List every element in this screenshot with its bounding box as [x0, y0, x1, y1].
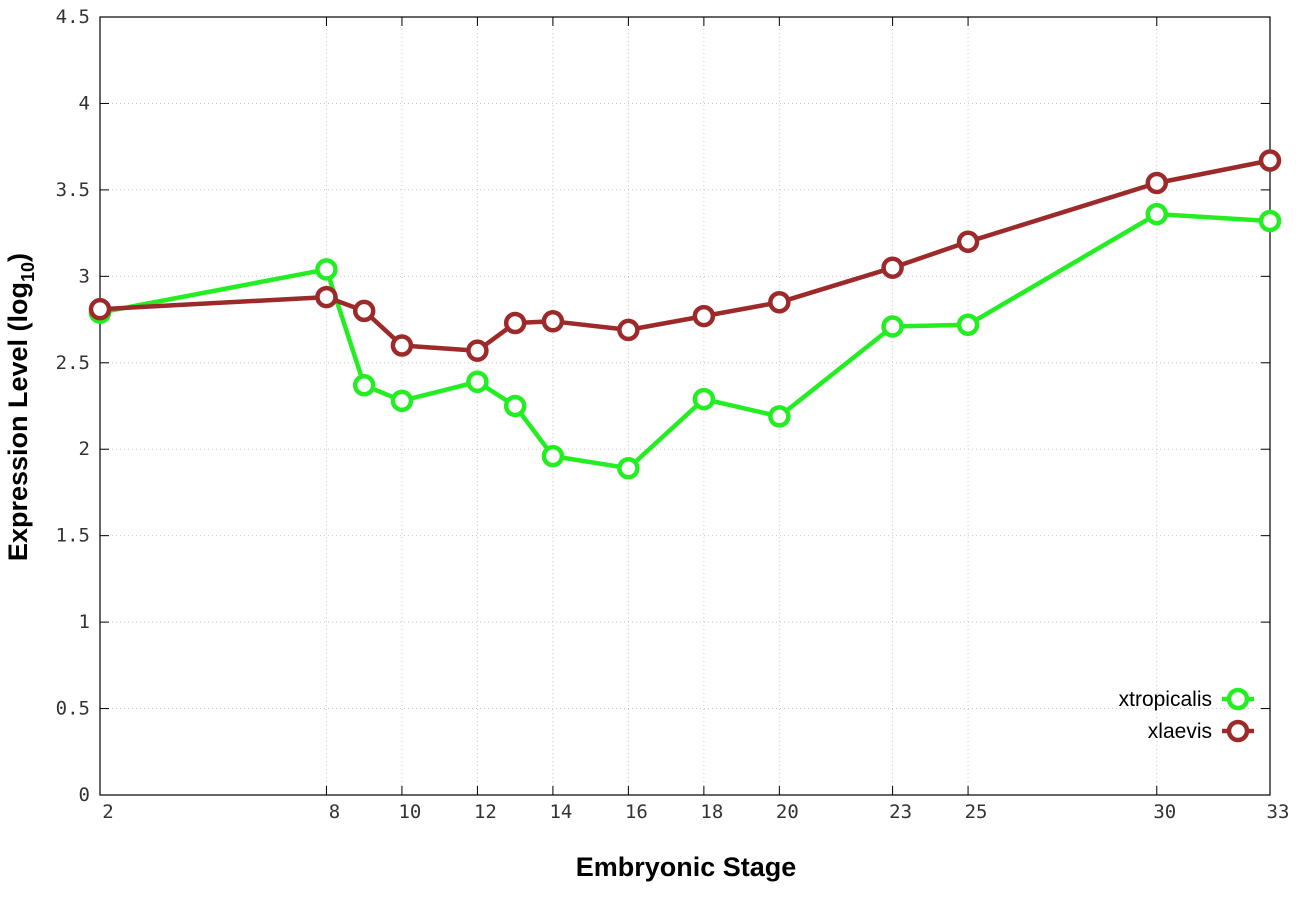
- y-tick-label: 1: [79, 611, 90, 633]
- y-tick-label: 3.5: [56, 179, 90, 201]
- y-tick-label: 1.5: [56, 525, 90, 547]
- data-point: [1258, 149, 1282, 172]
- y-axis-title: Expression Level (log10): [3, 253, 38, 561]
- x-tick-label: 2: [102, 801, 113, 823]
- data-point: [352, 374, 376, 397]
- plot-border: [99, 16, 1271, 796]
- data-point: [1145, 202, 1169, 226]
- y-tick-label: 4.5: [56, 6, 90, 28]
- series-xtropicalis: [88, 202, 1282, 480]
- data-point: [617, 456, 640, 480]
- legend: xtropicalis xlaevis: [1119, 687, 1254, 743]
- x-tick-label: 18: [700, 801, 723, 823]
- x-tick-label: 14: [549, 801, 572, 823]
- y-axis-title-close: ): [3, 253, 33, 262]
- data-point: [315, 258, 338, 281]
- y-tick-label: 2: [79, 438, 90, 460]
- data-point: [768, 291, 791, 314]
- y-tick-label: 3: [79, 265, 90, 287]
- data-point: [466, 339, 489, 362]
- x-axis-title: Embryonic Stage: [576, 852, 797, 882]
- axis-ticks: 2 8 10 12 14 16 18 20 23 25 30 33 0 0.5 1 1.5 2 2.5 3 3.5 4 4…: [56, 6, 1290, 823]
- data-point: [956, 313, 980, 336]
- legend-label: xtropicalis: [1119, 688, 1212, 711]
- x-tick-label: 20: [776, 801, 799, 823]
- data-point: [390, 334, 414, 357]
- data-point: [315, 285, 338, 309]
- y-tick-label: 4: [79, 92, 90, 114]
- data-point: [466, 370, 489, 394]
- y-tick-label: 0.5: [56, 698, 90, 720]
- plot-frame: [99, 16, 1271, 796]
- data-point: [1258, 209, 1282, 233]
- x-tick-label: 25: [965, 801, 988, 823]
- data-point: [503, 311, 527, 335]
- x-tick-label: 23: [889, 801, 912, 823]
- data-point: [956, 230, 980, 254]
- y-tick-label: 0: [79, 784, 90, 806]
- x-tick-label: 10: [398, 801, 421, 823]
- legend-swatch-marker: [1226, 687, 1250, 711]
- x-tick-label: 30: [1153, 801, 1176, 823]
- data-point: [881, 315, 904, 338]
- x-tick-label: 33: [1267, 801, 1290, 823]
- data-point: [352, 299, 376, 323]
- y-tick-label: 2.5: [56, 352, 90, 374]
- data-point: [541, 444, 565, 468]
- x-tick-label: 8: [329, 801, 340, 823]
- data-point: [541, 310, 565, 333]
- data-point: [881, 256, 904, 279]
- series-line: [99, 211, 1271, 471]
- series-xlaevis: [88, 149, 1282, 362]
- grid: [100, 17, 1270, 795]
- series-layer: [88, 149, 1282, 480]
- data-point: [692, 387, 716, 411]
- data-point: [503, 394, 527, 418]
- data-point: [1145, 171, 1169, 195]
- series-line: [99, 158, 1271, 353]
- y-axis-title-main: Expression Level (log: [3, 282, 33, 561]
- y-axis-title-subscript: 10: [18, 262, 38, 282]
- data-point: [617, 318, 640, 342]
- data-point: [768, 405, 791, 428]
- data-point: [88, 297, 112, 321]
- legend-label: xlaevis: [1148, 720, 1212, 743]
- data-point: [390, 389, 414, 413]
- x-tick-label: 12: [474, 801, 497, 823]
- data-point: [692, 304, 716, 328]
- x-tick-label: 16: [625, 801, 648, 823]
- legend-swatch-marker: [1226, 719, 1250, 743]
